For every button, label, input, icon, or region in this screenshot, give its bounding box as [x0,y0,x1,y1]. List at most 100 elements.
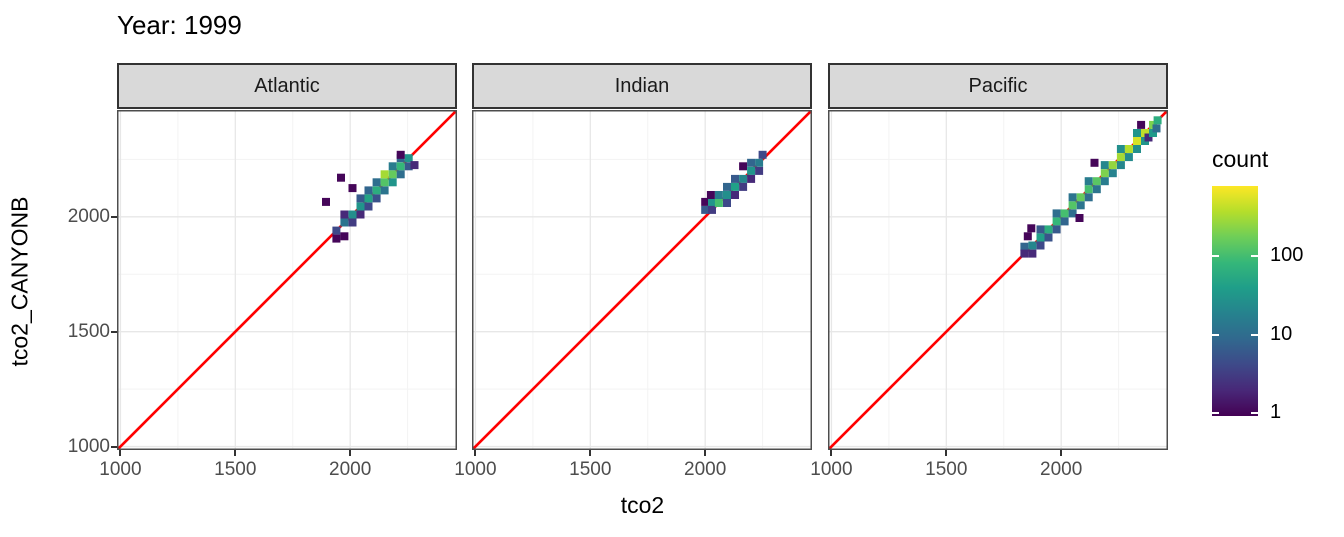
x-tick-label: 1500 [214,459,257,480]
x-tick-mark [945,450,948,456]
bin2d-cell [340,232,349,241]
bin2d-cell [708,199,716,207]
bin2d-cell [755,166,764,175]
bin2d-cell [1023,232,1032,241]
bin2d-cell [410,161,419,170]
bin2d-cell [1052,225,1061,234]
x-tick-mark [830,450,833,456]
facet-strip-pacific: Pacific [828,63,1168,109]
bin2d-cell [1133,129,1141,137]
x-tick-mark [234,450,237,456]
bin2d-cell [739,162,748,171]
bin2d-cell [1149,129,1157,137]
bin2d-cell [1028,241,1037,250]
bin2d-cell [364,194,373,203]
bin2d-cell [747,158,756,167]
facet-strip-label: Indian [614,74,670,97]
bin2d-cell [1075,214,1084,222]
bin2d-cell [396,150,405,159]
bin2d-cell [356,210,365,219]
bin2d-cell [1027,224,1036,233]
x-tick-label: 2000 [329,459,372,480]
x-tick-mark [119,450,122,456]
bin2d-cell [708,205,716,214]
bin2d-cell [1060,217,1069,226]
bin2d-cell [1108,161,1117,170]
bin2d-cell [731,182,739,191]
bin2d-cell [1044,233,1053,242]
bin2d-cell [1108,169,1117,178]
bin2d-cell [332,226,341,235]
bin2d-cell [1076,201,1085,210]
bin2d-cell [1133,137,1141,145]
legend-tick-mark [1212,412,1219,415]
x-tick-label: 1500 [925,459,968,480]
bin2d-cell [706,191,715,199]
bin2d-cell [701,197,710,206]
y-tick-label: 2000 [67,205,110,227]
x-tick-mark [349,450,352,456]
bin2d-cell [1084,177,1093,186]
bin2d-cell [723,182,731,191]
bin2d-cell [731,174,739,183]
y-tick-label: 1000 [67,435,110,457]
x-tick-label: 1500 [569,459,612,480]
bin2d-cell [1068,201,1077,210]
legend-tick-label: 1 [1270,401,1282,424]
bin2d-cell [1100,177,1109,186]
bin2d-cell [1084,185,1093,194]
bin2d-cell [1141,129,1149,137]
bin2d-cell [1133,145,1141,153]
bin2d-cell [388,170,397,179]
bin2d-cell [1028,249,1037,258]
bin2d-cell [758,150,767,159]
legend-tick-mark [1251,412,1258,415]
facet-panel-indian [472,110,812,450]
plot-title: Year: 1999 [117,10,242,40]
bin2d-cell [714,199,723,207]
facet-strip-label: Pacific [968,74,1028,97]
bin2d-cell [372,186,381,195]
bin2d-cell [348,218,357,227]
bin2d-cell [340,210,349,219]
x-axis-title: tco2 [620,492,665,518]
bin2d-cell [404,154,413,163]
facet-panel-atlantic [117,110,457,450]
x-tick-mark [474,450,477,456]
bin2d-cell [1084,193,1093,202]
y-tick-mark [111,445,117,448]
bin2d-cell [396,162,405,171]
y-tick-mark [111,215,117,218]
legend-colorbar [1212,186,1258,416]
x-tick-label: 2000 [684,459,727,480]
legend-tick-mark [1251,254,1258,257]
bin2d-cell [1116,161,1125,170]
y-tick-label: 1500 [67,320,110,342]
bin2d-cell [747,166,756,175]
x-tick-mark [589,450,592,456]
y-axis-title: tco2_CANYONB [6,196,33,367]
bin2d-cell [364,186,373,195]
bin2d-cell [1036,241,1045,250]
bin2d-cell [1152,124,1161,133]
legend-tick-label: 10 [1270,322,1293,345]
bin2d-cell [337,173,345,182]
bin2d-cell [1060,209,1069,218]
bin2d-cell [1068,193,1077,202]
bin2d-cell [396,170,405,179]
legend-title: count [1212,146,1269,172]
bin2d-cell [739,174,748,183]
bin2d-cell [372,194,381,203]
bin2d-cell [714,191,723,199]
bin2d-cell [1092,185,1101,194]
bin2d-cell [1036,225,1045,234]
bin2d-cell [404,162,413,171]
legend-tick-mark [1212,333,1219,336]
bin2d-cell [1090,158,1099,167]
y-tick-mark [111,330,117,333]
legend-tick-mark [1251,333,1258,336]
bin2d-cell [1052,217,1061,226]
facet-strip-label: Atlantic [254,74,320,97]
bin2d-cell [1052,209,1061,218]
